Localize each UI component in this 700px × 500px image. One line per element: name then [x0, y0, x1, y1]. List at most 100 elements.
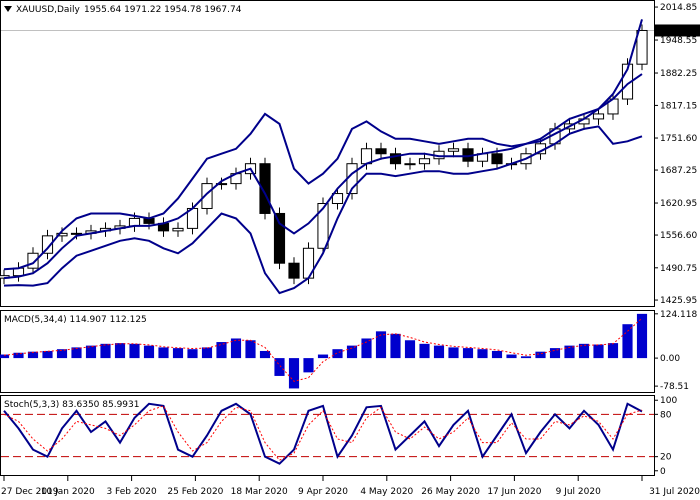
macd-bar	[607, 343, 619, 359]
macd-bar	[491, 350, 503, 359]
macd-bar	[448, 347, 459, 359]
stoch-panel-frame	[0, 395, 655, 476]
price-panel-frame	[0, 0, 655, 307]
macd-series	[0, 313, 648, 389]
candle-body	[172, 227, 184, 232]
macd-bar	[259, 350, 271, 359]
macd-bar	[593, 344, 604, 359]
x-tick-label: 9 Jul 2020	[556, 487, 601, 497]
macd-bar	[433, 345, 445, 359]
price-y-tick-label: 2014.85	[660, 3, 697, 13]
macd-bar	[303, 358, 314, 373]
candle-body	[404, 163, 416, 166]
price-y-tick-label: 1882.25	[660, 69, 697, 79]
price-y-tick-label: 1620.95	[660, 199, 697, 209]
macd-bar	[390, 333, 401, 359]
macd-bar	[201, 347, 213, 359]
price-y-tick-label: 1948.55	[660, 36, 697, 46]
price-y-tick-label: 1817.15	[660, 101, 697, 111]
macd-bar	[622, 324, 633, 359]
macd-bar	[288, 358, 300, 389]
macd-bar	[129, 343, 140, 359]
price-y-tick-label: 1490.75	[660, 264, 697, 274]
bollinger-lower-line	[3, 125, 643, 295]
macd-bar	[375, 331, 387, 359]
candle-body	[259, 163, 271, 214]
macd-bar	[187, 349, 198, 359]
symbol-label: XAUUSD,Daily	[16, 5, 80, 15]
macd-bar	[520, 356, 532, 359]
macd-bar	[274, 358, 285, 376]
x-tick-label: 17 Jun 2020	[487, 487, 541, 497]
candle-body	[317, 203, 329, 249]
macd-bar	[71, 347, 82, 359]
macd-bar	[158, 347, 169, 359]
macd-bar	[332, 349, 343, 359]
candle-body	[288, 262, 300, 279]
candle-body	[128, 217, 141, 227]
axes: 2014.85 1948.55 1882.25 1817.15 1751.60 1687.…	[1, 3, 700, 497]
macd-bar	[230, 338, 242, 359]
x-tick-label: 26 May 2020	[421, 487, 480, 497]
macd-bar	[114, 343, 126, 359]
x-tick-label: 4 May 2020	[360, 487, 413, 497]
macd-bar	[636, 313, 648, 359]
macd-bar	[13, 352, 24, 359]
candle-body	[56, 232, 68, 237]
stoch-y-tick-label: 0	[660, 467, 666, 477]
price-y-tick-label: 1687.25	[660, 166, 697, 176]
x-tick-label: 25 Feb 2020	[167, 487, 223, 497]
macd-bar	[578, 343, 590, 359]
stoch-k-line	[3, 402, 643, 465]
macd-bar	[216, 342, 227, 359]
candle-body	[491, 153, 503, 165]
stoch-d-line	[3, 405, 643, 461]
macd-bar	[361, 338, 372, 359]
macd-y-tick-label: 0.00	[660, 354, 680, 364]
macd-bar	[27, 351, 39, 359]
x-tick-label: 31 Jul 2020	[649, 487, 700, 497]
macd-bar	[564, 345, 575, 359]
stoch-series	[1, 402, 654, 465]
macd-bar	[42, 350, 53, 359]
x-tick-label: 9 Apr 2020	[298, 487, 348, 497]
price-series	[0, 19, 654, 295]
macd-panel-frame	[0, 310, 655, 393]
macd-bar	[506, 354, 517, 359]
candle-body	[70, 232, 83, 235]
macd-signal-line	[3, 317, 643, 382]
x-tick-label: 27 Dec 2019	[1, 487, 59, 497]
last-price-label: 1967.74	[658, 26, 695, 36]
symbol-triangle-icon	[4, 6, 12, 12]
candle-body	[418, 158, 431, 165]
x-tick-label: 3 Feb 2020	[106, 487, 157, 497]
candle-body	[41, 235, 54, 254]
macd-bar	[419, 343, 430, 359]
candle-body	[27, 252, 39, 269]
x-tick-label: 10 Jan 2020	[41, 487, 95, 497]
macd-label: MACD(5,34,4) 114.907 112.125	[4, 315, 147, 325]
stoch-y-tick-label: 80	[660, 410, 672, 420]
stoch-y-tick-label: 100	[660, 396, 677, 406]
candle-body	[215, 183, 228, 186]
macd-bar	[404, 340, 416, 359]
stoch-y-tick-label: 20	[660, 453, 672, 463]
macd-bar	[477, 349, 488, 359]
candle-body	[201, 183, 213, 209]
candle-body	[636, 29, 648, 65]
candle-body	[375, 148, 387, 155]
macd-bar	[346, 345, 358, 359]
macd-bar	[143, 345, 155, 359]
last-price-box	[655, 24, 700, 37]
bollinger-upper-line	[3, 19, 643, 271]
candle-body	[273, 212, 286, 264]
price-y-tick-label: 1425.95	[660, 296, 697, 306]
macd-bar	[462, 348, 474, 359]
macd-bar	[245, 340, 256, 359]
macd-bar	[85, 345, 97, 359]
candle-body	[389, 153, 402, 165]
macd-y-tick-label: -78.51	[660, 382, 689, 392]
stoch-label: Stoch(5,3,3) 83.6350 85.9931	[4, 400, 139, 410]
